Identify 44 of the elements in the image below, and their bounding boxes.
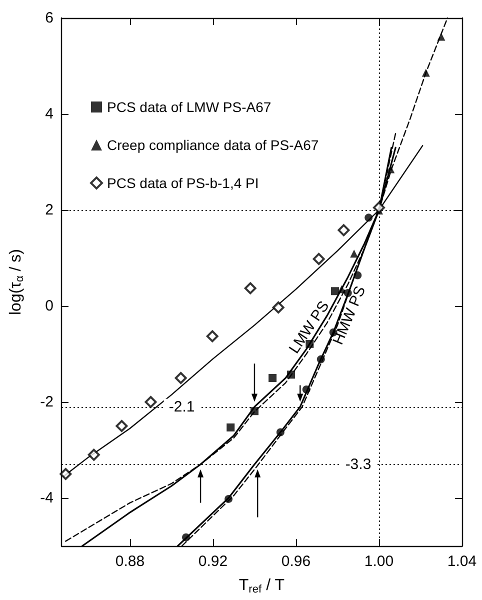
y-tick-label: -4 <box>40 490 54 506</box>
legend-label: PCS data of LMW PS-A67 <box>107 99 272 115</box>
point <box>116 420 128 432</box>
point <box>144 396 157 408</box>
point <box>272 301 284 314</box>
point <box>224 494 233 503</box>
point <box>244 282 256 294</box>
x-tick-label: 0.92 <box>198 553 228 570</box>
annotation: -2.1 <box>168 398 195 416</box>
point <box>331 287 339 296</box>
point <box>338 224 350 236</box>
legend-label: Creep compliance data of PS-A67 <box>107 137 319 153</box>
y-tick-label: 0 <box>45 298 54 314</box>
point <box>316 355 325 364</box>
point <box>372 202 385 214</box>
y-tick-label: 4 <box>45 106 54 122</box>
point <box>437 32 446 41</box>
point <box>88 448 100 461</box>
legend-label: PCS data of PS-b-1,4 PI <box>107 175 259 191</box>
point <box>250 407 258 416</box>
point <box>206 330 218 342</box>
text: HMW PS <box>330 284 370 348</box>
point <box>174 372 187 384</box>
point <box>350 250 358 258</box>
point <box>354 271 362 280</box>
point <box>302 386 310 394</box>
x-tick-label: 1.04 <box>447 553 477 570</box>
y-axis-title: log(τα / s) <box>8 248 26 316</box>
point <box>60 468 72 480</box>
point <box>226 423 235 432</box>
point <box>312 252 325 265</box>
point <box>276 428 284 436</box>
point <box>287 370 296 379</box>
point <box>182 533 190 542</box>
y-tick-label: 6 <box>45 10 54 26</box>
point <box>268 374 277 382</box>
y-tick-label: 2 <box>45 202 54 218</box>
x-tick-label: 0.96 <box>281 553 311 570</box>
y-tick-label: -2 <box>40 394 54 410</box>
point <box>422 68 430 77</box>
x-tick-label: 1.00 <box>364 553 394 570</box>
x-tick-label: 0.88 <box>115 553 145 570</box>
annotation: -3.3 <box>345 456 372 473</box>
point <box>364 214 373 222</box>
